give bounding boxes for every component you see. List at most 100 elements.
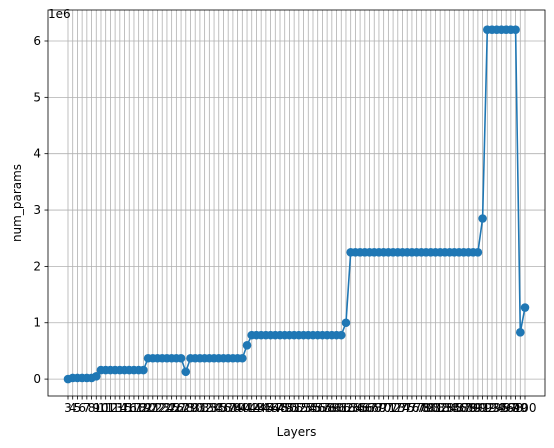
x-tick-label: 96 — [499, 401, 514, 415]
y-tick-label: 0 — [33, 372, 41, 386]
x-tick-label: 84 — [442, 401, 457, 415]
x-tick-label: 99 — [513, 401, 528, 415]
data-point — [511, 25, 520, 35]
data-point — [478, 214, 487, 223]
data-point — [242, 340, 252, 350]
x-tick-label: 38 — [225, 401, 240, 415]
x-tick-label: 52 — [291, 401, 306, 415]
x-tick-label: 94 — [489, 401, 504, 415]
x-tick-label: 67 — [362, 401, 377, 415]
data-point — [176, 353, 186, 363]
x-tick-label: 45 — [258, 401, 273, 415]
x-axis-label: Layers — [277, 425, 317, 439]
x-tick-label: 26 — [169, 401, 184, 415]
x-axis-ticks: 3456789101112131415161718192021222324252… — [64, 396, 536, 415]
y-axis-label: num_params — [10, 164, 24, 242]
data-point — [341, 318, 351, 328]
x-tick-label: 65 — [352, 401, 367, 415]
x-tick-label: 58 — [319, 401, 334, 415]
x-tick-label: 81 — [428, 401, 443, 415]
y-tick-label: 2 — [33, 259, 41, 273]
x-tick-label: 25 — [164, 401, 179, 415]
x-tick-label: 87 — [456, 401, 471, 415]
y-gridlines — [48, 40, 545, 380]
x-tick-label: 39 — [230, 401, 245, 415]
x-tick-label: 20 — [140, 401, 155, 415]
x-tick-label: 15 — [117, 401, 132, 415]
x-tick-label: 23 — [155, 401, 170, 415]
x-tick-label: 19 — [136, 401, 151, 415]
y-tick-label: 4 — [33, 147, 41, 161]
x-tick-label: 73 — [390, 401, 405, 415]
x-tick-label: 59 — [324, 401, 339, 415]
x-tick-label: 83 — [437, 401, 452, 415]
x-tick-label: 86 — [451, 401, 466, 415]
x-tick-label: 50 — [282, 401, 297, 415]
x-tick-label: 28 — [178, 401, 193, 415]
x-tick-label: 57 — [315, 401, 330, 415]
x-tick-label: 54 — [301, 401, 316, 415]
x-tick-label: 27 — [173, 401, 188, 415]
x-tick-label: 77 — [409, 401, 424, 415]
x-tick-label: 95 — [494, 401, 509, 415]
x-tick-label: 16 — [122, 401, 137, 415]
x-tick-label: 51 — [287, 401, 302, 415]
x-tick-label: 49 — [277, 401, 292, 415]
x-tick-label: 17 — [126, 401, 141, 415]
x-tick-label: 97 — [503, 401, 518, 415]
y-axis-multiplier: 1e6 — [48, 7, 71, 21]
x-tick-label: 79 — [418, 401, 433, 415]
x-tick-label: 85 — [447, 401, 462, 415]
x-tick-label: 4 — [69, 401, 77, 415]
x-tick-label: 30 — [188, 401, 203, 415]
y-tick-label: 1 — [33, 316, 41, 330]
x-tick-label: 82 — [433, 401, 448, 415]
x-tick-label: 10 — [93, 401, 108, 415]
x-tick-label: 18 — [131, 401, 146, 415]
x-tick-label: 24 — [159, 401, 174, 415]
data-point — [181, 367, 191, 377]
y-axis-ticks: 0 1 2 3 4 5 6 — [33, 34, 48, 386]
x-tick-label: 61 — [334, 401, 349, 415]
x-tick-label: 68 — [367, 401, 382, 415]
data-point — [473, 248, 483, 257]
x-tick-label: 75 — [400, 401, 415, 415]
y-tick-label: 3 — [33, 203, 41, 217]
x-tick-label: 11 — [98, 401, 113, 415]
x-tick-label: 41 — [239, 401, 254, 415]
x-tick-label: 90 — [470, 401, 485, 415]
x-tick-label: 60 — [329, 401, 344, 415]
x-tick-label: 70 — [376, 401, 391, 415]
x-tick-label: 31 — [192, 401, 207, 415]
x-tick-label: 98 — [508, 401, 523, 415]
x-tick-label: 33 — [202, 401, 217, 415]
x-tick-label: 6 — [78, 401, 86, 415]
data-point — [515, 328, 525, 337]
x-tick-label: 36 — [216, 401, 231, 415]
x-tick-label: 46 — [263, 401, 278, 415]
data-point — [336, 330, 346, 340]
x-tick-label: 62 — [338, 401, 353, 415]
plot-frame — [47, 9, 546, 397]
x-tick-label: 37 — [221, 401, 236, 415]
x-tick-label: 3 — [64, 401, 72, 415]
x-tick-label: 63 — [343, 401, 358, 415]
x-tick-label: 13 — [107, 401, 122, 415]
x-tick-label: 80 — [423, 401, 438, 415]
x-tick-label: 48 — [272, 401, 287, 415]
x-tick-label: 12 — [103, 401, 118, 415]
x-tick-label: 34 — [206, 401, 221, 415]
x-tick-label: 43 — [249, 401, 264, 415]
x-tick-label: 92 — [480, 401, 495, 415]
data-point — [139, 365, 148, 375]
x-tick-label: 32 — [197, 401, 212, 415]
x-tick-label: 47 — [268, 401, 283, 415]
x-tick-label: 42 — [244, 401, 259, 415]
x-tick-label: 100 — [514, 401, 537, 415]
x-tick-label: 29 — [183, 401, 198, 415]
x-tick-label: 56 — [310, 401, 325, 415]
x-tick-label: 91 — [475, 401, 490, 415]
x-tick-label: 89 — [466, 401, 481, 415]
x-tick-label: 72 — [385, 401, 400, 415]
